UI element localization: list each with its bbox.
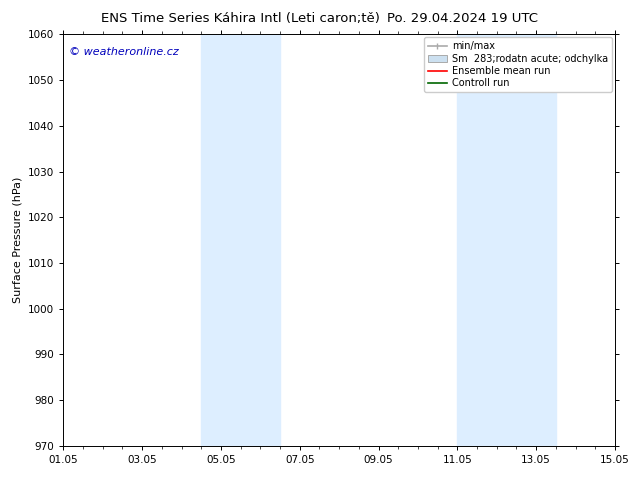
Text: ENS Time Series Káhira Intl (Leti caron;tě): ENS Time Series Káhira Intl (Leti caron;…: [101, 12, 380, 25]
Bar: [457, 34, 556, 446]
Y-axis label: Surface Pressure (hPa): Surface Pressure (hPa): [13, 177, 23, 303]
Text: Po. 29.04.2024 19 UTC: Po. 29.04.2024 19 UTC: [387, 12, 538, 25]
Text: © weatheronline.cz: © weatheronline.cz: [69, 47, 179, 57]
Legend: min/max, Sm  283;rodatn acute; odchylka, Ensemble mean run, Controll run: min/max, Sm 283;rodatn acute; odchylka, …: [424, 37, 612, 92]
Bar: [202, 34, 280, 446]
